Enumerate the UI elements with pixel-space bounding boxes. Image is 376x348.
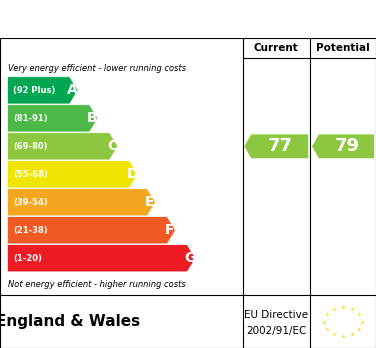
Polygon shape (8, 245, 196, 272)
Text: (1-20): (1-20) (13, 254, 42, 263)
Text: Very energy efficient - lower running costs: Very energy efficient - lower running co… (8, 64, 186, 73)
Text: Current: Current (254, 43, 299, 53)
Text: (55-68): (55-68) (13, 170, 48, 179)
Text: Potential: Potential (316, 43, 370, 53)
Text: A: A (67, 84, 77, 97)
Polygon shape (8, 133, 118, 160)
Text: Energy Efficiency Rating: Energy Efficiency Rating (15, 10, 262, 28)
Text: D: D (126, 167, 138, 181)
Text: 77: 77 (268, 137, 293, 155)
Text: C: C (107, 139, 117, 153)
Text: (21-38): (21-38) (13, 226, 48, 235)
Text: (81-91): (81-91) (13, 114, 48, 123)
Polygon shape (312, 134, 374, 158)
Polygon shape (8, 189, 156, 216)
Polygon shape (8, 77, 78, 104)
Polygon shape (8, 161, 138, 188)
Text: 79: 79 (334, 137, 359, 155)
Text: G: G (184, 251, 196, 265)
Polygon shape (8, 105, 98, 132)
Text: F: F (165, 223, 174, 237)
Text: (69-80): (69-80) (13, 142, 48, 151)
Text: (39-54): (39-54) (13, 198, 48, 207)
Text: E: E (145, 195, 155, 209)
Text: (92 Plus): (92 Plus) (13, 86, 55, 95)
Text: B: B (87, 111, 97, 125)
Text: Not energy efficient - higher running costs: Not energy efficient - higher running co… (8, 280, 185, 289)
Polygon shape (244, 134, 308, 158)
Text: England & Wales: England & Wales (0, 314, 140, 329)
Text: EU Directive: EU Directive (244, 310, 308, 320)
Polygon shape (8, 217, 176, 244)
Text: 2002/91/EC: 2002/91/EC (246, 326, 306, 336)
